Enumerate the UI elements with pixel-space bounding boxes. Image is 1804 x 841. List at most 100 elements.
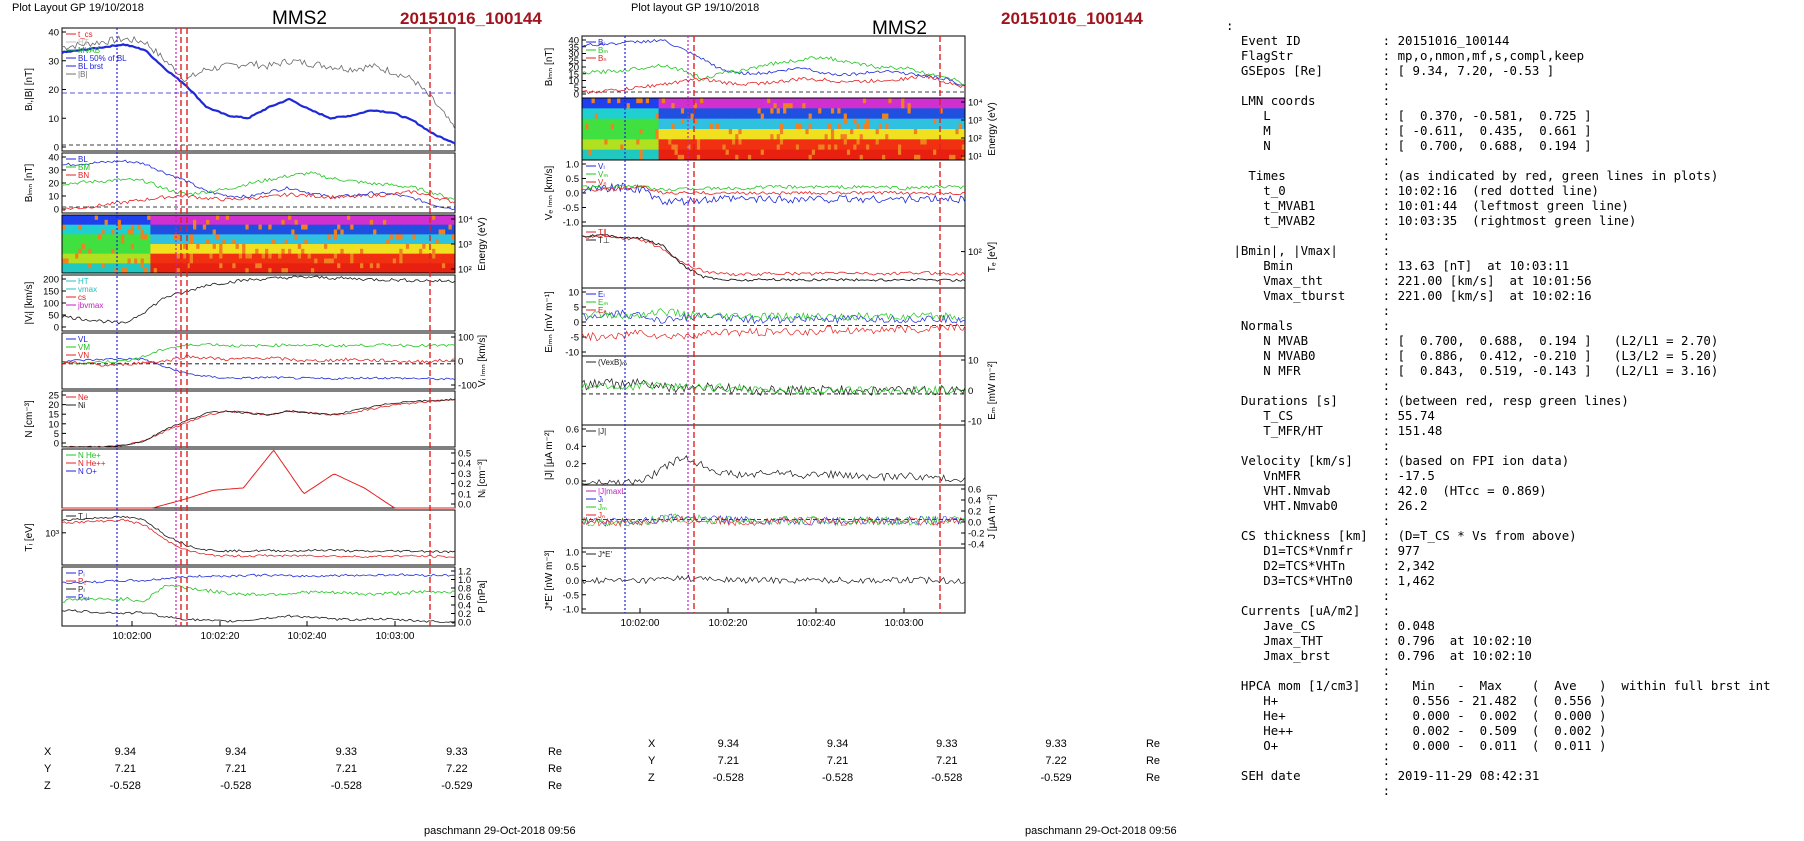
spectrogram-cell: [343, 234, 348, 240]
spectrogram-cell: [373, 268, 377, 274]
spectrogram-cell: [588, 139, 593, 145]
spectrogram-cell: [958, 139, 963, 145]
spectrogram-cell: [582, 108, 586, 114]
spectrogram-cell: [124, 253, 128, 259]
spectrogram-cell: [939, 113, 944, 120]
spectrogram-cell: [71, 229, 76, 235]
spectrogram-cell: [438, 215, 443, 221]
spectrogram-cell: [690, 139, 695, 145]
spectrogram-cell: [245, 219, 250, 226]
spectrogram-cell: [888, 139, 893, 145]
spectrogram-cell: [885, 144, 889, 151]
spectrogram-cell: [330, 244, 335, 250]
spectrogram-cell: [333, 215, 338, 221]
spectrogram-cell: [747, 134, 752, 140]
spectrogram-cell: [878, 139, 883, 145]
spectrogram-cell: [722, 98, 727, 104]
legend-label: MVAB: [78, 46, 100, 55]
spectrogram-cell: [418, 219, 423, 226]
spectrogram-cell: [649, 144, 653, 151]
spectrogram-cell: [451, 239, 456, 245]
spectrogram-cell: [633, 149, 637, 156]
spectrogram-cell: [945, 118, 950, 125]
spectrogram-cell: [850, 144, 854, 151]
spectrogram-cell: [872, 118, 877, 125]
spectrogram-cell: [917, 98, 921, 104]
spectrogram-cell: [301, 219, 305, 226]
spectrogram-cell: [751, 113, 755, 120]
spectrogram-cell: [81, 215, 86, 221]
spectrogram-cell: [65, 224, 70, 230]
spectrogram-cell: [287, 219, 292, 226]
spectrogram-cell: [846, 118, 851, 125]
spectrogram-cell: [363, 239, 368, 245]
spectrogram-cell: [773, 139, 778, 145]
spectrogram-cell: [245, 229, 250, 235]
spectrogram-cell: [392, 219, 397, 226]
spectrogram-cell: [202, 215, 207, 221]
spectrogram-cell: [451, 268, 456, 274]
spectrogram-cell: [166, 215, 171, 221]
coord-label: Z: [44, 779, 51, 792]
spectrogram-cell: [597, 144, 602, 151]
spectrogram-cell: [225, 234, 230, 240]
spectrogram-cell: [907, 129, 912, 135]
spectrogram-cell: [284, 215, 289, 221]
spectrogram-cell: [853, 108, 857, 114]
spectrogram-cell: [856, 118, 861, 125]
spectrogram-cell: [949, 149, 953, 156]
spectrogram-cell: [610, 144, 615, 151]
spectrogram-cell: [837, 149, 842, 156]
spectrogram-cell: [160, 239, 165, 245]
spectrogram-cell: [75, 239, 79, 245]
legend-label: Ne: [78, 393, 89, 402]
spectrogram-cell: [738, 154, 743, 161]
spectrogram-cell: [242, 224, 246, 230]
spectrogram-cell: [163, 215, 168, 221]
spectrogram-cell: [98, 215, 102, 221]
spectrogram-cell: [134, 224, 138, 230]
spectrogram-cell: [399, 239, 404, 245]
spectrogram-cell: [81, 248, 86, 255]
spectrogram-cell: [700, 154, 704, 161]
spectrogram-cell: [88, 224, 92, 230]
spectrogram-cell: [304, 239, 309, 245]
spectrogram-cell: [242, 215, 246, 221]
spectrogram-cell: [307, 229, 312, 235]
spectrogram-cell: [684, 123, 688, 130]
legend-label: |J|maxL: [598, 487, 626, 496]
spectrogram-cell: [84, 253, 89, 259]
spectrogram-cell: [866, 103, 870, 109]
legend-label: BM: [78, 163, 90, 172]
spectrogram-cell: [202, 234, 207, 240]
spectrogram-cell: [350, 215, 354, 221]
spectrogram-cell: [268, 239, 273, 245]
spectrogram-cell: [156, 234, 161, 240]
legend-label: Pᵢ: [78, 569, 85, 578]
spectrogram-cell: [81, 229, 86, 235]
spectrogram-cell: [700, 123, 704, 130]
spectrogram-cell: [719, 149, 723, 156]
spectrogram-cell: [255, 219, 259, 226]
spectrogram-cell: [91, 263, 96, 269]
spectrogram-cell: [304, 224, 309, 230]
spectrogram-cell: [386, 268, 390, 274]
spectrogram-cell: [225, 263, 230, 269]
spectrogram-cell: [757, 123, 762, 130]
y-tick-label: 0.4: [968, 496, 981, 507]
spectrogram-cell: [945, 149, 950, 156]
spectrogram-cell: [124, 263, 128, 269]
spectrogram-cell: [623, 108, 628, 114]
spectrogram-cell: [674, 98, 679, 104]
spectrogram-cell: [875, 118, 880, 125]
spectrogram-cell: [732, 134, 736, 140]
spectrogram-cell: [147, 219, 151, 226]
spectrogram-cell: [878, 103, 883, 109]
spectrogram-cell: [104, 224, 109, 230]
spectrogram-cell: [776, 98, 781, 104]
spectrogram-cell: [425, 219, 430, 226]
spectrogram-cell: [432, 234, 436, 240]
spectrogram-cell: [265, 253, 269, 259]
spectrogram-cell: [291, 229, 296, 235]
summary-line: Vmax_tburst : 221.00 [km/s] at 10:02:16: [1226, 288, 1592, 303]
